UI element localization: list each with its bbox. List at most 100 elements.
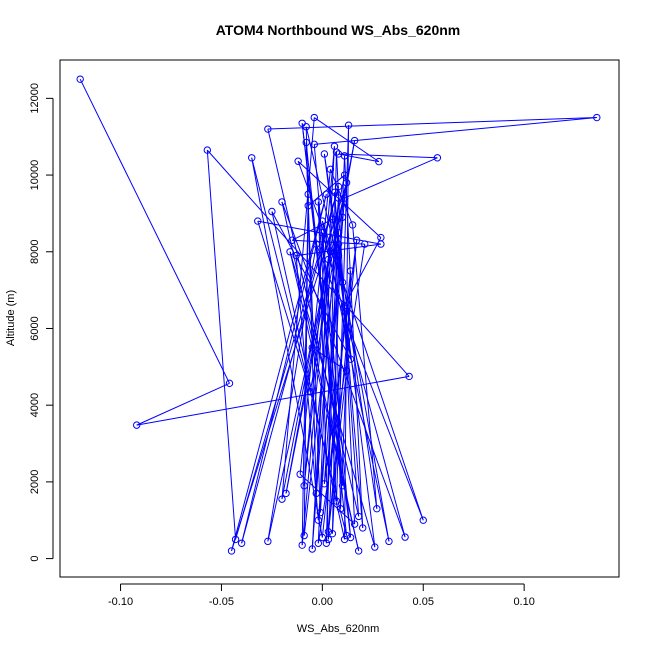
series-segment xyxy=(267,244,317,542)
data-point xyxy=(312,240,320,248)
x-axis-label: WS_Abs_620nm xyxy=(297,623,380,635)
series-segment xyxy=(352,224,378,509)
data-point xyxy=(352,236,361,244)
data-point xyxy=(304,190,312,198)
data-point xyxy=(324,528,333,536)
series-segment xyxy=(314,117,597,145)
data-point xyxy=(302,138,310,147)
y-tick-label: 2000 xyxy=(29,470,41,494)
data-point xyxy=(338,278,347,287)
series-segment xyxy=(338,153,379,163)
data-point xyxy=(318,533,327,542)
data-point xyxy=(237,539,246,547)
series-segment xyxy=(295,255,319,521)
data-point xyxy=(354,547,363,555)
data-point xyxy=(300,531,308,540)
series-segment xyxy=(79,78,230,384)
data-point xyxy=(334,240,343,248)
data-point xyxy=(340,535,349,544)
series-points xyxy=(76,75,601,555)
series-segment xyxy=(344,237,382,306)
data-point xyxy=(312,489,320,498)
series-segment xyxy=(317,201,329,540)
data-point xyxy=(338,213,347,221)
series-segment xyxy=(315,146,335,494)
data-point xyxy=(328,215,337,223)
series-segment xyxy=(257,220,311,392)
series-segment xyxy=(297,160,382,238)
data-point xyxy=(278,198,286,206)
x-axis: -0.10 -0.05 0.00 0.05 0.10 xyxy=(108,583,535,608)
data-point xyxy=(593,113,601,122)
series-segment xyxy=(291,218,333,241)
data-point xyxy=(336,505,345,513)
y-tick-label: 12000 xyxy=(29,83,41,114)
data-point xyxy=(324,255,333,264)
data-point xyxy=(320,150,329,158)
data-point xyxy=(254,217,262,225)
x-tick-label: 0.10 xyxy=(513,596,534,608)
data-point xyxy=(314,516,323,524)
data-point xyxy=(310,113,318,122)
series-segment xyxy=(251,157,323,538)
series-segment xyxy=(321,270,352,538)
data-point xyxy=(76,75,84,83)
data-point xyxy=(268,207,276,216)
data-point xyxy=(342,366,351,375)
series-segment xyxy=(323,240,358,484)
y-axis: 0 2000 4000 6000 8000 10000 12000 xyxy=(29,83,54,562)
data-point xyxy=(405,372,413,381)
series-segment xyxy=(305,126,313,348)
series-segment xyxy=(315,243,424,521)
data-point xyxy=(371,543,379,551)
series-segment xyxy=(340,270,352,509)
data-point xyxy=(320,480,329,488)
series-segment xyxy=(323,153,378,509)
series-segment xyxy=(305,126,344,283)
data-point xyxy=(373,505,381,513)
x-tick-label: -0.05 xyxy=(209,596,234,608)
plot-box xyxy=(59,59,620,578)
series-segment xyxy=(344,155,364,528)
data-point xyxy=(344,121,353,129)
data-point xyxy=(288,236,296,244)
series-segment xyxy=(206,150,237,540)
data-point xyxy=(326,248,335,256)
data-point xyxy=(282,489,290,498)
data-point xyxy=(346,355,355,363)
data-point xyxy=(227,547,236,555)
series-segment xyxy=(307,174,345,207)
data-point xyxy=(306,388,314,396)
x-tick-label: 0.00 xyxy=(312,596,333,608)
data-point xyxy=(342,179,351,187)
data-point xyxy=(334,251,343,260)
data-point xyxy=(338,482,347,490)
series-segment xyxy=(338,153,438,159)
series-segment xyxy=(281,201,360,552)
data-point xyxy=(308,343,316,352)
data-point xyxy=(350,520,359,528)
data-point xyxy=(359,524,367,532)
y-axis-label: Altitude (m) xyxy=(5,290,17,346)
series-segment xyxy=(251,157,348,536)
series-segment xyxy=(309,140,356,392)
data-point xyxy=(330,188,339,197)
series-segment xyxy=(271,211,346,540)
data-point xyxy=(334,182,343,191)
data-point xyxy=(348,221,357,229)
series-segment xyxy=(297,161,343,283)
data-point xyxy=(294,157,302,165)
data-point xyxy=(304,202,312,210)
y-tick-label: 10000 xyxy=(29,160,41,191)
data-point xyxy=(340,171,349,179)
data-point xyxy=(346,267,355,275)
data-point xyxy=(322,539,331,547)
y-tick-label: 4000 xyxy=(29,393,41,417)
data-point xyxy=(330,142,339,150)
data-point xyxy=(298,541,306,549)
data-point xyxy=(328,529,337,538)
data-point xyxy=(340,301,349,310)
data-point xyxy=(401,533,409,541)
data-point xyxy=(322,190,331,198)
